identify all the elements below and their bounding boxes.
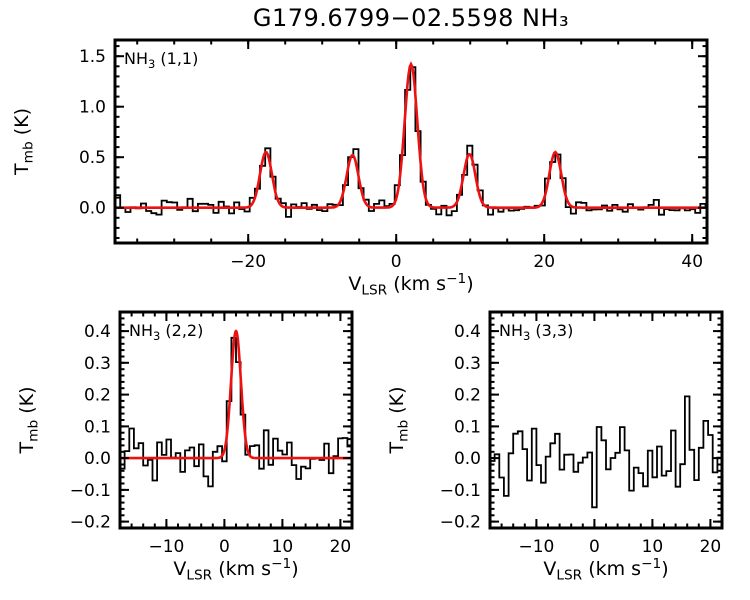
x-tick-label: 10 [272,537,294,557]
x-tick-label: 20 [700,537,722,557]
x-tick-label: 40 [681,252,703,272]
y-axis-label: Tmb (K) [11,108,37,176]
spectrum-step-line [115,66,707,218]
tick-labels: −10 0 10 20 −0.2 −0.1 0.0 0.1 0.2 0.3 0.4 [70,322,352,557]
y-tick-label: 0.1 [84,417,111,437]
x-tick-label: 0 [391,252,402,272]
panel-label: NH3 (1,1) [124,49,198,71]
figure-title: G179.6799−02.5598 NH₃ [252,4,570,32]
fit-line [115,61,707,209]
y-tick-label: 0.5 [79,148,106,168]
x-axis-label: VLSR (km s−1) [543,556,668,584]
y-tick-label: 0.1 [454,417,481,437]
y-tick-label: 0.0 [84,449,111,469]
plot-border [113,38,709,245]
y-tick-label: 0.4 [454,322,481,342]
panel-label: NH3 (2,2) [129,321,203,343]
axis-ticks [115,40,707,243]
plot-data-area [120,329,352,488]
x-tick-label: 10 [642,537,664,557]
axis-ticks [119,311,353,529]
y-tick-label: 0.3 [84,354,111,374]
x-tick-label: −20 [230,252,266,272]
panel-nh3-11: −20 0 20 40 0.0 0.5 1.0 1.5 NH3 (1,1) VLSR (km s−… [11,38,709,299]
y-tick-label: 0.0 [79,199,106,219]
fit-line [120,329,352,460]
tick-labels: −20 0 20 40 0.0 0.5 1.0 1.5 [79,47,703,272]
y-tick-label: −0.2 [70,513,111,533]
tick-labels: −10 0 10 20 −0.2 −0.1 0.0 0.1 0.2 0.3 0.4 [440,322,722,557]
y-tick-label: 1.5 [79,47,106,67]
panel-label: NH3 (3,3) [499,321,573,343]
plot-data-area [115,61,707,218]
y-axis-label: Tmb (K) [386,387,412,455]
panel-nh3-22: −10 0 10 20 −0.2 −0.1 0.0 0.1 0.2 0.3 0.4 NH3 (2,2)… [16,310,354,584]
y-tick-label: 1.0 [79,98,106,118]
x-tick-label: 20 [533,252,555,272]
y-tick-label: 0.2 [84,386,111,406]
y-tick-label: −0.1 [70,481,111,501]
x-tick-label: 0 [219,537,230,557]
x-axis-label: VLSR (km s−1) [348,271,473,299]
x-tick-label: −10 [148,537,184,557]
y-tick-label: 0.0 [454,449,481,469]
y-axis-label: Tmb (K) [16,387,42,455]
y-tick-label: −0.1 [440,481,481,501]
plot-data-area [490,395,722,509]
y-tick-label: 0.3 [454,354,481,374]
x-tick-label: 0 [589,537,600,557]
y-tick-label: 0.2 [454,386,481,406]
x-tick-label: 20 [330,537,352,557]
x-axis-label: VLSR (km s−1) [173,556,298,584]
panel-nh3-33: −10 0 10 20 −0.2 −0.1 0.0 0.1 0.2 0.3 0.4 NH3 (3,3)… [386,310,724,584]
x-tick-label: −10 [518,537,554,557]
y-tick-label: −0.2 [440,513,481,533]
y-tick-label: 0.4 [84,322,111,342]
spectrum-step-line [490,395,722,509]
axis-ticks [489,311,723,529]
